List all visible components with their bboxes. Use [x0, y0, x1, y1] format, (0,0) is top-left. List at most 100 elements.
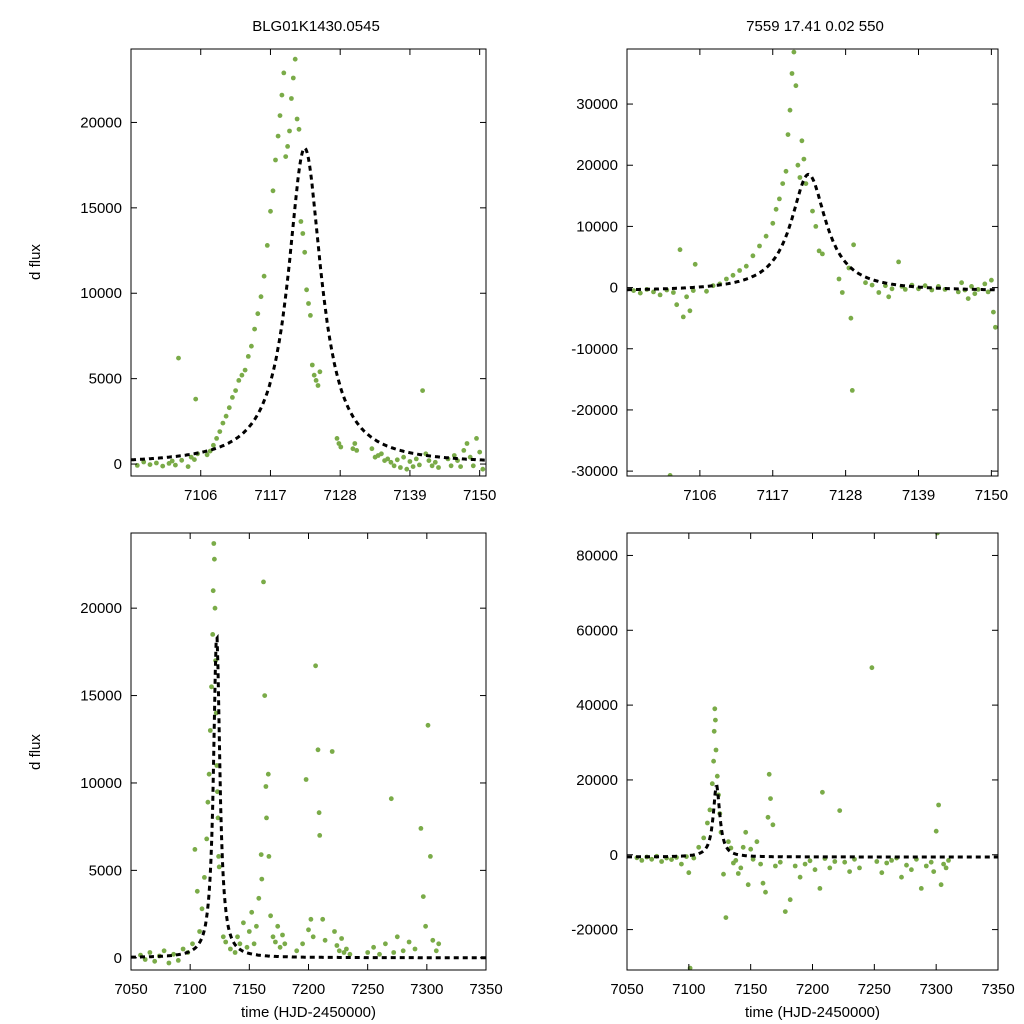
data-point — [432, 459, 438, 465]
data-point — [205, 799, 211, 805]
data-point — [199, 906, 205, 912]
data-point — [711, 758, 716, 764]
data-point — [991, 309, 996, 315]
data-point — [336, 948, 342, 954]
data-point — [262, 693, 268, 698]
data-point — [943, 865, 949, 871]
data-point — [394, 457, 400, 463]
data-point — [141, 459, 147, 465]
data-point — [757, 243, 762, 249]
data-point — [310, 934, 316, 940]
data-point — [169, 458, 175, 464]
data-point — [379, 451, 384, 457]
x-tick-label: 7250 — [858, 981, 891, 998]
data-point — [941, 861, 946, 867]
data-point — [173, 462, 178, 468]
data-point — [311, 372, 317, 378]
data-point — [763, 233, 769, 239]
data-point — [230, 395, 235, 400]
x-tick-label: 7139 — [393, 487, 426, 504]
data-point — [810, 208, 815, 214]
data-point — [989, 277, 994, 283]
x-tick-label: 7200 — [292, 981, 325, 998]
data-point — [820, 251, 825, 257]
data-point — [637, 290, 643, 296]
data-point — [735, 871, 741, 876]
data-point — [223, 939, 229, 945]
data-point — [884, 860, 890, 866]
x-tick-label: 7117 — [757, 487, 789, 504]
data-point — [922, 283, 928, 289]
data-point — [412, 946, 418, 952]
data-point — [309, 362, 315, 368]
data-point — [691, 855, 697, 861]
x-tick-label: 7350 — [469, 981, 502, 998]
data-point — [886, 294, 892, 300]
data-point — [204, 452, 210, 458]
data-point — [795, 162, 801, 168]
y-tick-label: 20000 — [80, 600, 122, 617]
data-point — [252, 326, 257, 332]
data-point — [832, 859, 838, 864]
data-point — [233, 388, 239, 393]
data-point — [792, 863, 798, 869]
data-point — [385, 456, 391, 462]
data-point — [750, 253, 756, 259]
data-point — [837, 808, 843, 813]
x-tick-label: 7100 — [173, 981, 206, 998]
data-point — [254, 923, 259, 929]
y-tick-label: -10000 — [571, 341, 618, 358]
data-point — [281, 70, 287, 76]
data-point — [993, 324, 998, 330]
data-point — [394, 934, 400, 940]
data-point — [733, 858, 739, 863]
data-point — [302, 249, 308, 255]
x-tick-label: 7300 — [410, 981, 443, 998]
data-point — [679, 861, 684, 867]
data-point — [959, 280, 964, 286]
data-point — [680, 314, 686, 320]
data-point — [709, 781, 715, 787]
data-point — [245, 354, 251, 359]
data-point — [705, 820, 710, 826]
y-tick-label: 10000 — [80, 285, 122, 302]
x-tick-label: 7250 — [351, 981, 384, 998]
data-point — [400, 948, 406, 954]
data-point — [290, 75, 296, 81]
data-point — [277, 113, 283, 118]
data-point — [674, 302, 680, 308]
data-point — [714, 773, 720, 779]
data-point — [273, 157, 278, 163]
data-point — [239, 372, 245, 378]
data-point — [758, 861, 763, 867]
data-point — [936, 802, 941, 808]
data-point — [383, 941, 388, 947]
data-point — [754, 839, 760, 845]
x-tick-label: 7150 — [975, 487, 1008, 504]
data-point — [909, 867, 914, 873]
x-tick-label: 7106 — [184, 487, 217, 504]
data-point — [339, 936, 344, 941]
data-point — [237, 941, 243, 947]
data-point — [928, 859, 934, 865]
data-point — [401, 454, 406, 460]
data-point — [209, 684, 214, 690]
data-point — [480, 466, 486, 472]
data-point — [226, 405, 232, 411]
data-point — [202, 875, 207, 880]
data-point — [760, 880, 766, 886]
data-points — [631, 49, 998, 476]
data-point — [649, 856, 655, 862]
y-tick-label: 80000 — [576, 547, 618, 564]
data-point — [236, 378, 242, 383]
panel-top-left: 7106 7117 7128 7139 7150 0 5000 10000 15000 20000… — [27, 48, 496, 504]
x-tick-label: 7050 — [610, 981, 643, 998]
data-point — [270, 188, 276, 194]
data-point — [738, 865, 744, 871]
data-point — [451, 453, 457, 458]
y-tick-label: -30000 — [571, 463, 618, 480]
x-tick-label: 7300 — [919, 981, 952, 998]
data-point — [334, 436, 340, 441]
data-point — [701, 835, 707, 841]
data-point — [713, 717, 718, 723]
